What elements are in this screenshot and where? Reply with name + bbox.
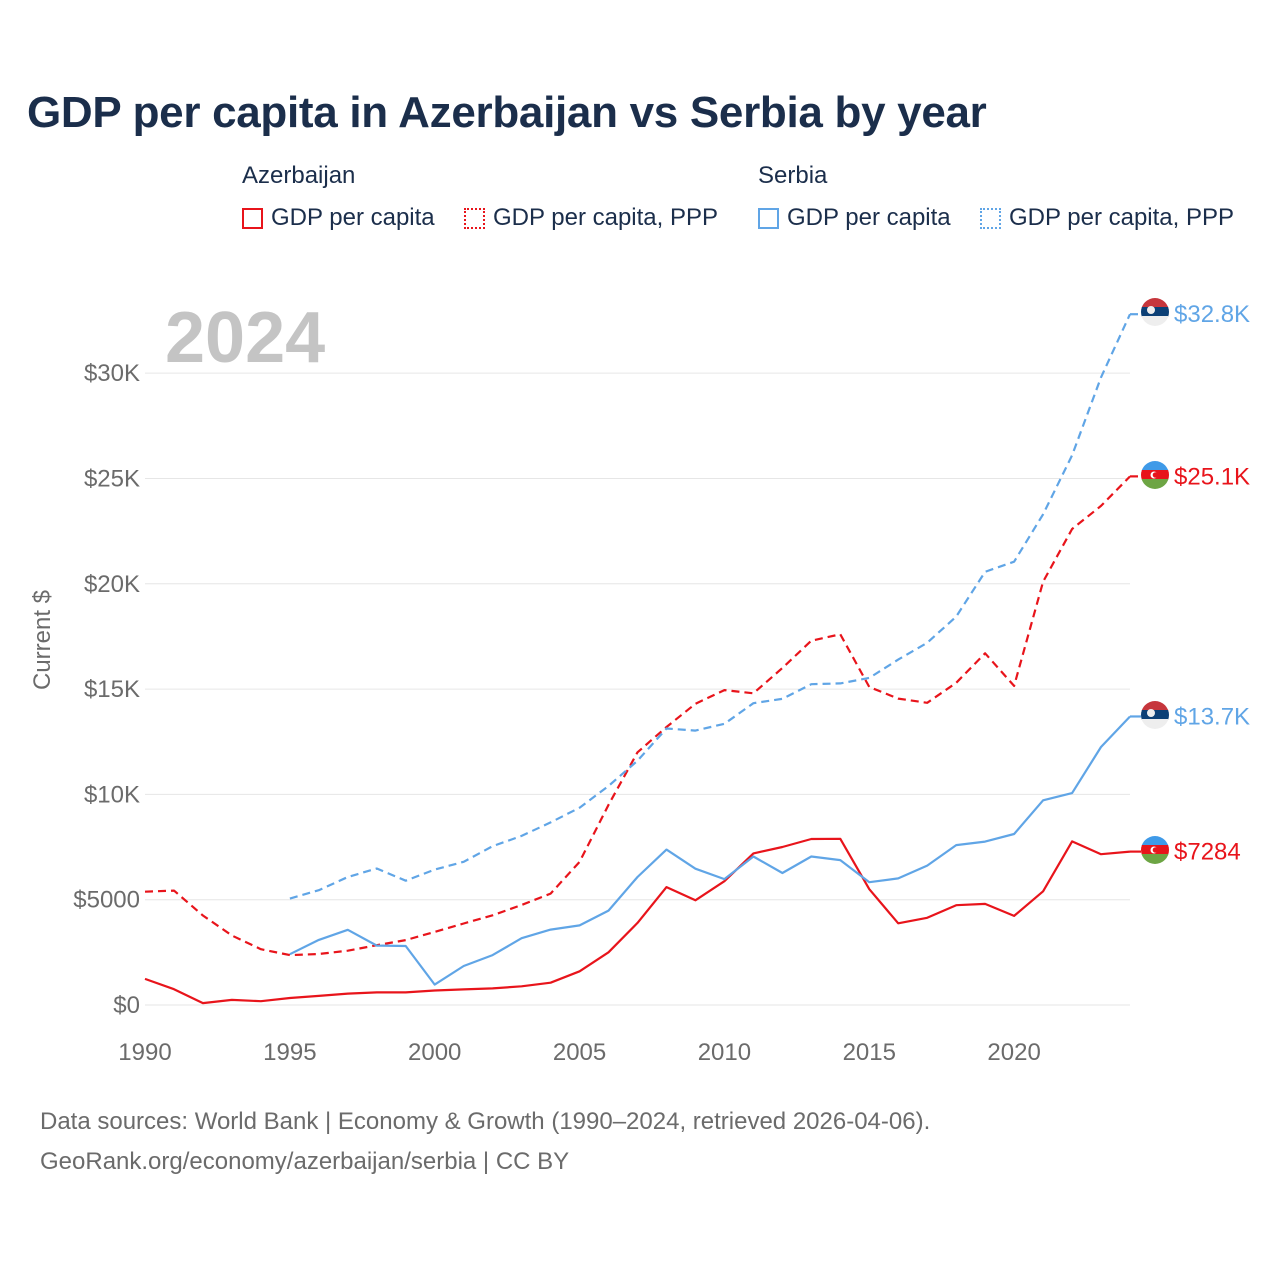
y-tick-label: $20K bbox=[84, 571, 140, 598]
x-tick-label: 1990 bbox=[118, 1039, 171, 1066]
legend-label: GDP per capita, PPP bbox=[1009, 204, 1234, 231]
legend-group-azerbaijan: Azerbaijan bbox=[242, 162, 356, 189]
azerbaijan-flag-icon bbox=[1141, 836, 1169, 864]
series-end-label: $25.1K bbox=[1174, 463, 1250, 490]
legend-swatch-dotted-blue bbox=[980, 207, 1001, 229]
y-tick-label: $15K bbox=[84, 676, 140, 703]
year-watermark: 2024 bbox=[165, 298, 325, 378]
legend-label: GDP per capita, PPP bbox=[493, 204, 718, 231]
legend-group-serbia: Serbia bbox=[758, 162, 828, 189]
y-tick-label: $25K bbox=[84, 465, 140, 492]
chart-title: GDP per capita in Azerbaijan vs Serbia b… bbox=[27, 88, 987, 137]
legend-item-azerbaijan-gdp[interactable]: GDP per capita bbox=[242, 204, 435, 232]
x-tick-label: 1995 bbox=[263, 1039, 316, 1066]
series-end-label: $13.7K bbox=[1174, 703, 1250, 730]
serbia-flag-icon bbox=[1141, 298, 1169, 326]
azerbaijan-flag-icon bbox=[1141, 461, 1169, 489]
legend-swatch-solid-red bbox=[242, 207, 263, 229]
y-tick-label: $10K bbox=[84, 781, 140, 808]
x-tick-label: 2000 bbox=[408, 1039, 461, 1066]
x-tick-label: 2005 bbox=[553, 1039, 606, 1066]
legend-label: GDP per capita bbox=[787, 204, 951, 231]
serbia-gdp-series-line bbox=[289, 715, 1131, 986]
y-tick-label: $0 bbox=[113, 992, 140, 1019]
x-tick-label: 2010 bbox=[698, 1039, 751, 1066]
legend-item-serbia-gdp-ppp[interactable]: GDP per capita, PPP bbox=[980, 204, 1234, 232]
legend-item-serbia-gdp[interactable]: GDP per capita bbox=[758, 204, 951, 232]
legend-item-azerbaijan-gdp-ppp[interactable]: GDP per capita, PPP bbox=[464, 204, 718, 232]
footer-sources: Data sources: World Bank | Economy & Gro… bbox=[40, 1108, 931, 1135]
footer-link[interactable]: GeoRank.org/economy/azerbaijan/serbia | … bbox=[40, 1148, 570, 1175]
legend-swatch-dotted-red bbox=[464, 207, 485, 229]
azerbaijan-ppp-series-line bbox=[144, 475, 1131, 957]
legend-swatch-solid-blue bbox=[758, 207, 779, 229]
y-axis-label: Current $ bbox=[29, 590, 56, 690]
serbia-ppp-series-line bbox=[289, 313, 1131, 900]
y-tick-label: $5000 bbox=[73, 887, 140, 914]
series-end-label: $32.8K bbox=[1174, 301, 1250, 328]
x-tick-label: 2020 bbox=[987, 1039, 1040, 1066]
series-end-label: $7284 bbox=[1174, 839, 1241, 866]
y-tick-label: $30K bbox=[84, 360, 140, 387]
legend-label: GDP per capita bbox=[271, 204, 435, 231]
serbia-flag-icon bbox=[1141, 701, 1169, 729]
x-tick-label: 2015 bbox=[843, 1039, 896, 1066]
azerbaijan-gdp-series-line bbox=[144, 837, 1131, 1005]
